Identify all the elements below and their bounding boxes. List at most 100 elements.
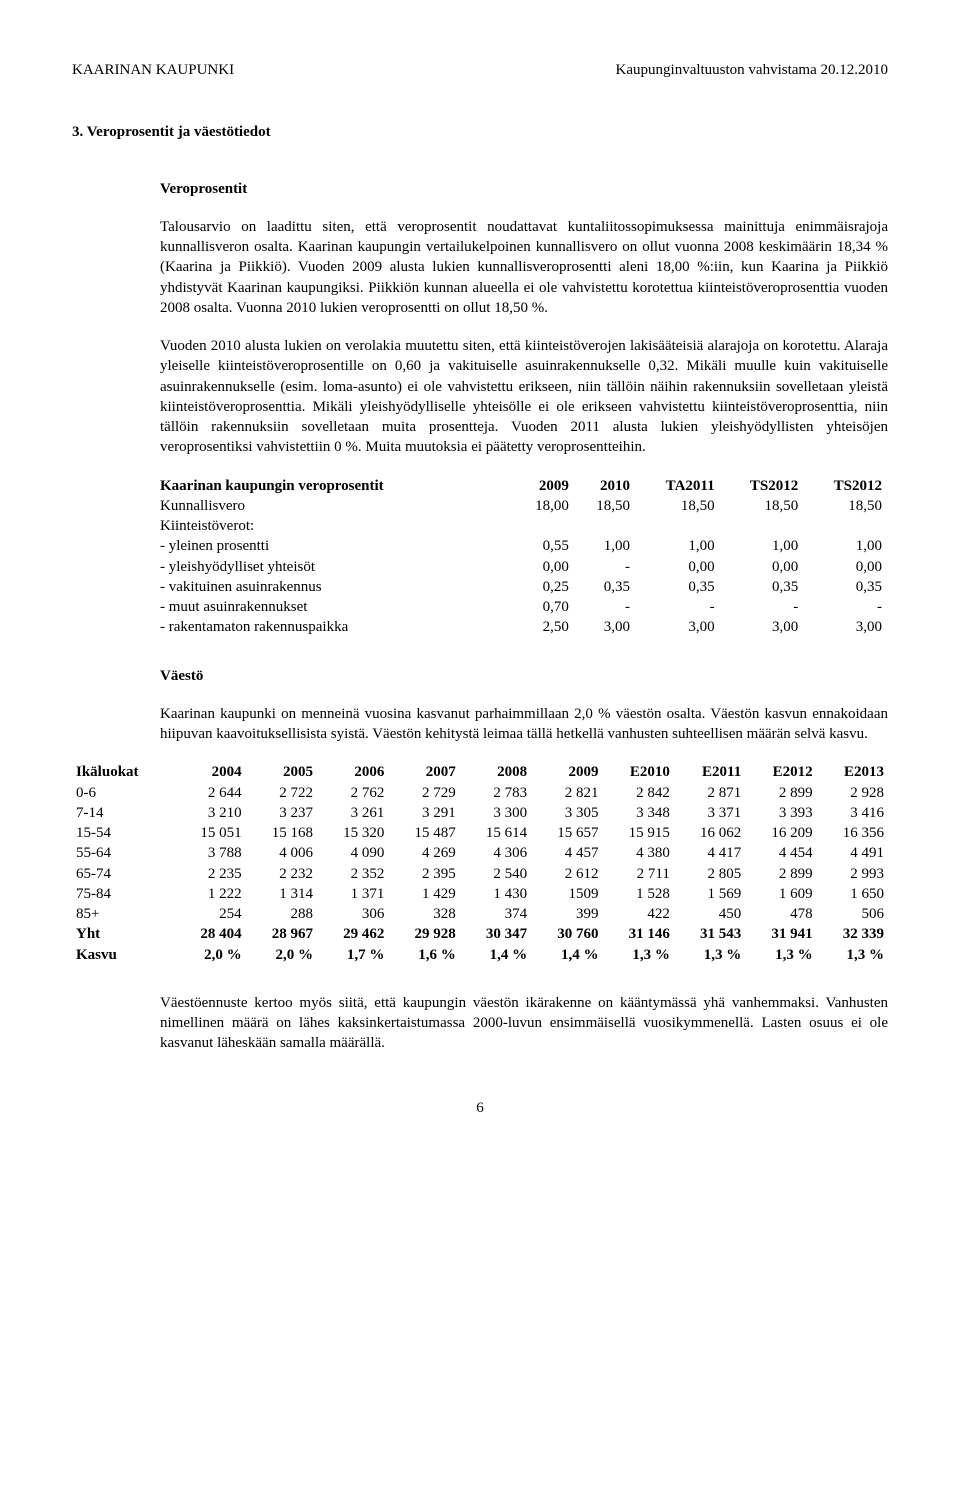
table-cell: 15 487 — [388, 823, 459, 843]
table-row: Kiinteistöverot: — [160, 516, 888, 536]
table-cell: 15 614 — [460, 823, 531, 843]
table-cell: 55-64 — [72, 843, 174, 863]
paragraph-2: Vuoden 2010 alusta lukien on verolakia m… — [160, 336, 888, 458]
table-cell: 18,00 — [514, 496, 575, 516]
table-cell: 2 722 — [246, 783, 317, 803]
table-cell: 2 540 — [460, 864, 531, 884]
population-block: Ikäluokat200420052006200720082009E2010E2… — [72, 762, 888, 965]
table-cell: - — [575, 597, 636, 617]
table-cell: 0,55 — [514, 536, 575, 556]
table-cell: 1 371 — [317, 884, 388, 904]
table-cell — [721, 516, 805, 536]
table-cell: 3 237 — [246, 803, 317, 823]
table-cell: 2 871 — [674, 783, 745, 803]
table-row: 65-742 2352 2322 3522 3952 5402 6122 711… — [72, 864, 888, 884]
table-header-cell: E2012 — [745, 762, 816, 782]
table-header-cell: E2010 — [602, 762, 673, 782]
table-cell: 422 — [602, 904, 673, 924]
table-header-cell: 2005 — [246, 762, 317, 782]
tax-table: Kaarinan kaupungin veroprosentit20092010… — [160, 476, 888, 638]
table-cell: 3 291 — [388, 803, 459, 823]
table-cell: 0,70 — [514, 597, 575, 617]
table-cell: 29 928 — [388, 924, 459, 944]
table-cell: 1 528 — [602, 884, 673, 904]
table-cell: 1 314 — [246, 884, 317, 904]
table-row: 55-643 7884 0064 0904 2694 3064 4574 380… — [72, 843, 888, 863]
table-cell: 1 222 — [174, 884, 245, 904]
table-cell: 1,4 % — [460, 945, 531, 965]
table-cell: 2 395 — [388, 864, 459, 884]
table-row: - rakentamaton rakennuspaikka2,503,003,0… — [160, 617, 888, 637]
table-header-cell: 2006 — [317, 762, 388, 782]
table-cell: 1,00 — [804, 536, 888, 556]
table-cell: 3 305 — [531, 803, 602, 823]
table-cell: 1,00 — [575, 536, 636, 556]
table-cell: 2 729 — [388, 783, 459, 803]
table-cell: 15 657 — [531, 823, 602, 843]
table-row: - yleinen prosentti0,551,001,001,001,00 — [160, 536, 888, 556]
table-cell: 0,00 — [804, 557, 888, 577]
table-cell: Kiinteistöverot: — [160, 516, 514, 536]
table-cell — [636, 516, 721, 536]
table-header-cell: 2007 — [388, 762, 459, 782]
table-cell: Kasvu — [72, 945, 174, 965]
table-cell: - muut asuinrakennukset — [160, 597, 514, 617]
table-cell: 1,00 — [636, 536, 721, 556]
table-cell: 478 — [745, 904, 816, 924]
table-row: 85+254288306328374399422450478506 — [72, 904, 888, 924]
table-cell: 1,00 — [721, 536, 805, 556]
table-cell: 3 416 — [817, 803, 888, 823]
table-cell: 31 146 — [602, 924, 673, 944]
table-cell: 1,3 % — [745, 945, 816, 965]
table-cell: 4 491 — [817, 843, 888, 863]
table-cell: 2 993 — [817, 864, 888, 884]
table-cell: 2,0 % — [174, 945, 245, 965]
table-cell: - — [575, 557, 636, 577]
table-cell: 2 352 — [317, 864, 388, 884]
table-cell: 18,50 — [804, 496, 888, 516]
table-cell: 4 457 — [531, 843, 602, 863]
table-cell: 3 348 — [602, 803, 673, 823]
table-header-cell: 2010 — [575, 476, 636, 496]
table-cell: 15 051 — [174, 823, 245, 843]
content-block: Veroprosentit Talousarvio on laadittu si… — [160, 179, 888, 745]
paragraph-4: Väestöennuste kertoo myös siitä, että ka… — [160, 993, 888, 1054]
table-cell: 2 842 — [602, 783, 673, 803]
table-row: Kasvu2,0 %2,0 %1,7 %1,6 %1,4 %1,4 %1,3 %… — [72, 945, 888, 965]
table-cell — [575, 516, 636, 536]
table-cell: 3,00 — [721, 617, 805, 637]
table-cell: 0,00 — [514, 557, 575, 577]
table-cell: 1,3 % — [674, 945, 745, 965]
table-cell — [514, 516, 575, 536]
table-cell: 2 899 — [745, 864, 816, 884]
table-cell: 2 821 — [531, 783, 602, 803]
table-header-cell: Kaarinan kaupungin veroprosentit — [160, 476, 514, 496]
table-cell: 328 — [388, 904, 459, 924]
table-header-cell: TA2011 — [636, 476, 721, 496]
table-row: Yht28 40428 96729 46229 92830 34730 7603… — [72, 924, 888, 944]
table-cell: 18,50 — [575, 496, 636, 516]
table-cell: 16 062 — [674, 823, 745, 843]
table-header-cell: 2004 — [174, 762, 245, 782]
table-cell: 30 347 — [460, 924, 531, 944]
table-cell: 0-6 — [72, 783, 174, 803]
table-cell: 2 644 — [174, 783, 245, 803]
table-cell: 4 306 — [460, 843, 531, 863]
table-row: 7-143 2103 2373 2613 2913 3003 3053 3483… — [72, 803, 888, 823]
table-cell: 1 429 — [388, 884, 459, 904]
table-cell: 1509 — [531, 884, 602, 904]
table-row: - yleishyödylliset yhteisöt0,00-0,000,00… — [160, 557, 888, 577]
table-cell: 1,7 % — [317, 945, 388, 965]
table-cell: 2 899 — [745, 783, 816, 803]
table-cell: - vakituinen asuinrakennus — [160, 577, 514, 597]
table-cell: 1 569 — [674, 884, 745, 904]
table-cell: 2 783 — [460, 783, 531, 803]
table-cell: 0,00 — [636, 557, 721, 577]
table-cell: - yleinen prosentti — [160, 536, 514, 556]
table-row: 75-841 2221 3141 3711 4291 43015091 5281… — [72, 884, 888, 904]
table-header-cell: E2013 — [817, 762, 888, 782]
table-header-cell: 2008 — [460, 762, 531, 782]
header-left: KAARINAN KAUPUNKI — [72, 60, 234, 80]
table-cell: 2 762 — [317, 783, 388, 803]
table-cell: 2 232 — [246, 864, 317, 884]
